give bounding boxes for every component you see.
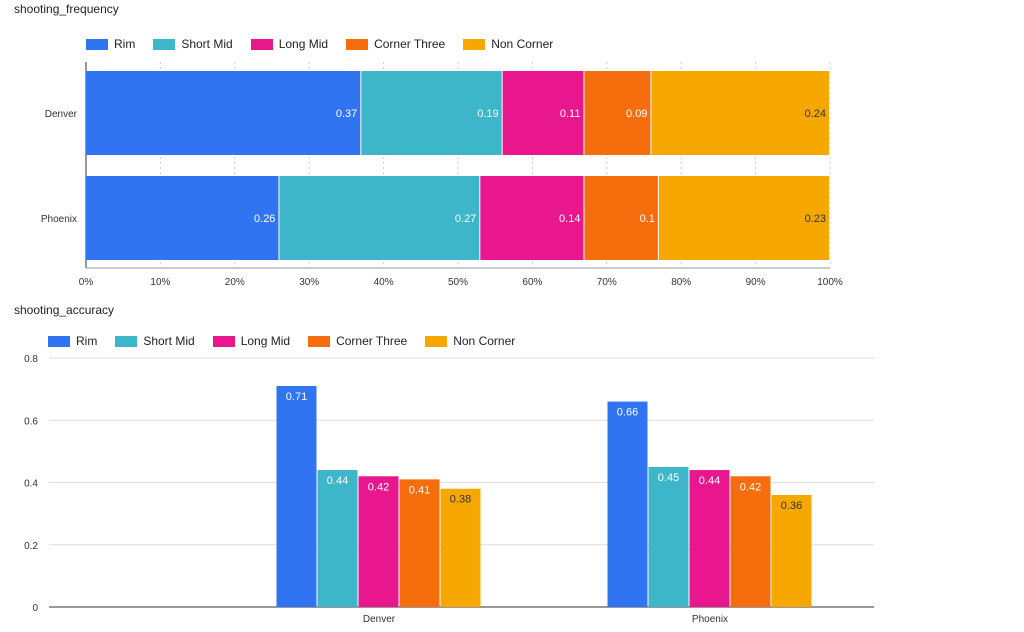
legend-swatch	[115, 335, 138, 347]
legend-item-long-mid[interactable]: Long Mid	[250, 36, 329, 52]
x-tick-label: 100%	[817, 277, 843, 288]
data-label: 0.71	[286, 391, 307, 403]
legend-swatch	[308, 335, 331, 347]
legend-item-long-mid[interactable]: Long Mid	[212, 333, 291, 349]
x-tick-label: 60%	[522, 277, 542, 288]
bar-short-mid-denver[interactable]	[361, 71, 502, 155]
bar-non-corner-phoenix[interactable]	[658, 176, 829, 260]
chart-title-accuracy: shooting_accuracy	[14, 303, 115, 317]
bar-corner-three-phoenix[interactable]	[730, 476, 771, 607]
bar-rim-denver[interactable]	[86, 71, 361, 155]
bar-short-mid-phoenix[interactable]	[279, 176, 480, 260]
legend-item-non-corner[interactable]: Non Corner	[463, 36, 553, 52]
bar-corner-three-denver[interactable]	[584, 71, 651, 155]
data-label: 0.36	[781, 500, 802, 512]
x-tick-label: 90%	[746, 277, 766, 288]
legend-swatch	[153, 38, 176, 50]
data-label: 0.1	[640, 213, 655, 225]
bar-long-mid-denver[interactable]	[502, 71, 584, 155]
bar-non-corner-phoenix[interactable]	[771, 494, 812, 607]
data-label: 0.45	[658, 472, 679, 484]
data-label: 0.09	[626, 108, 647, 120]
legend-item-short-mid[interactable]: Short Mid	[115, 333, 195, 349]
y-tick-label: 0.4	[24, 479, 38, 490]
legend-label: Rim	[114, 37, 136, 51]
x-tick-label: 80%	[671, 277, 691, 288]
y-tick-label: 0	[32, 603, 38, 614]
x-tick-label: 70%	[597, 277, 617, 288]
category-label-denver: Denver	[45, 109, 78, 120]
legend-label: Non Corner	[453, 334, 516, 348]
data-label: 0.19	[477, 108, 498, 120]
data-label: 0.38	[450, 494, 471, 506]
legend-swatch	[48, 335, 70, 347]
x-tick-label: 10%	[150, 277, 170, 288]
chart-title-frequency: shooting_frequency	[14, 2, 119, 16]
legend-swatch	[86, 38, 108, 50]
x-tick-label: 50%	[448, 277, 468, 288]
data-label: 0.26	[254, 213, 275, 225]
x-tick-label: 40%	[374, 277, 394, 288]
legend-label: Corner Three	[336, 334, 408, 348]
bar-non-corner-denver[interactable]	[440, 488, 481, 607]
bar-short-mid-phoenix[interactable]	[648, 466, 689, 607]
legend-item-non-corner[interactable]: Non Corner	[425, 333, 515, 349]
data-label: 0.42	[740, 481, 761, 493]
legend-swatch	[463, 38, 486, 50]
legend-label: Short Mid	[181, 37, 233, 51]
frequency-chart: 0% 10% 20% 30% 40% 50% 60% 70% 80% 90% 100% Denver 0…	[41, 62, 843, 288]
legend-label: Short Mid	[143, 334, 195, 348]
bar-short-mid-denver[interactable]	[317, 470, 358, 607]
category-label-phoenix: Phoenix	[41, 214, 77, 225]
category-label-phoenix: Phoenix	[692, 614, 728, 625]
legend-label: Rim	[76, 334, 98, 348]
legend-item-corner-three[interactable]: Corner Three	[308, 333, 407, 349]
legend-item-short-mid[interactable]: Short Mid	[153, 36, 233, 52]
y-tick-label: 0.6	[24, 416, 38, 427]
bar-rim-denver[interactable]	[276, 386, 317, 607]
data-label: 0.66	[617, 407, 638, 419]
data-label: 0.44	[699, 475, 720, 487]
bar-long-mid-denver[interactable]	[358, 476, 399, 607]
legend-label: Corner Three	[374, 37, 446, 51]
y-tick-label: 0.2	[24, 541, 38, 552]
bar-corner-three-phoenix[interactable]	[584, 176, 658, 260]
bar-long-mid-phoenix[interactable]	[689, 470, 730, 607]
x-tick-label: 30%	[299, 277, 319, 288]
legend-swatch	[346, 38, 369, 50]
legend-item-rim[interactable]: Rim	[48, 333, 97, 349]
data-label: 0.42	[368, 481, 389, 493]
legend-item-corner-three[interactable]: Corner Three	[346, 36, 445, 52]
data-label: 0.44	[327, 475, 348, 487]
data-label: 0.23	[805, 213, 826, 225]
data-label: 0.41	[409, 484, 430, 496]
legend-label: Long Mid	[278, 37, 329, 51]
legend-swatch	[425, 335, 448, 347]
x-tick-label: 20%	[225, 277, 245, 288]
bar-rim-phoenix[interactable]	[86, 176, 279, 260]
legend-swatch	[212, 335, 235, 347]
legend-label: Long Mid	[240, 334, 291, 348]
data-label: 0.11	[560, 108, 581, 120]
data-label: 0.14	[559, 213, 580, 225]
legend-swatch	[250, 38, 273, 50]
data-label: 0.37	[336, 108, 357, 120]
category-label-denver: Denver	[363, 614, 396, 625]
data-label: 0.27	[455, 213, 476, 225]
bar-non-corner-denver[interactable]	[651, 71, 829, 155]
legend-label: Non Corner	[491, 37, 554, 51]
data-label: 0.24	[805, 108, 826, 120]
bar-long-mid-phoenix[interactable]	[480, 176, 584, 260]
y-tick-label: 0.8	[24, 354, 38, 365]
x-tick-label: 0%	[79, 277, 94, 288]
bar-corner-three-denver[interactable]	[399, 479, 440, 607]
legend-item-rim[interactable]: Rim	[86, 36, 135, 52]
bar-rim-phoenix[interactable]	[607, 401, 648, 607]
